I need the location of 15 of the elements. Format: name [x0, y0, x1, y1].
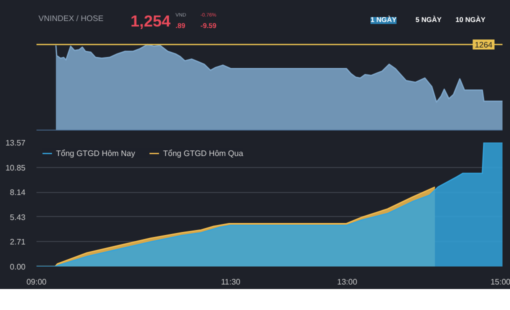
legend-label: Tổng GTGD Hôm Qua	[163, 148, 244, 158]
x-tick-label: 13:00	[337, 278, 358, 286]
annotation: 1264	[474, 40, 494, 50]
y-tick-label: 10.85	[5, 163, 26, 172]
text: 1,254	[130, 14, 171, 30]
y-tick-label: 13.57	[5, 138, 26, 148]
chart-title: VNINDEX / HOSE	[38, 14, 104, 23]
y-tick-label: 0.00	[10, 262, 26, 272]
legend-label: Tổng GTGD Hôm Nay	[56, 148, 136, 158]
x-tick-label: 11:30	[220, 278, 241, 286]
y-tick-label: 2.71	[10, 238, 26, 247]
y-tick-label: 5.43	[10, 212, 26, 222]
x-tick-label: 15:00	[490, 278, 510, 286]
y-tick-label: 8.14	[10, 188, 26, 198]
x-tick-label: 09:00	[26, 278, 48, 286]
